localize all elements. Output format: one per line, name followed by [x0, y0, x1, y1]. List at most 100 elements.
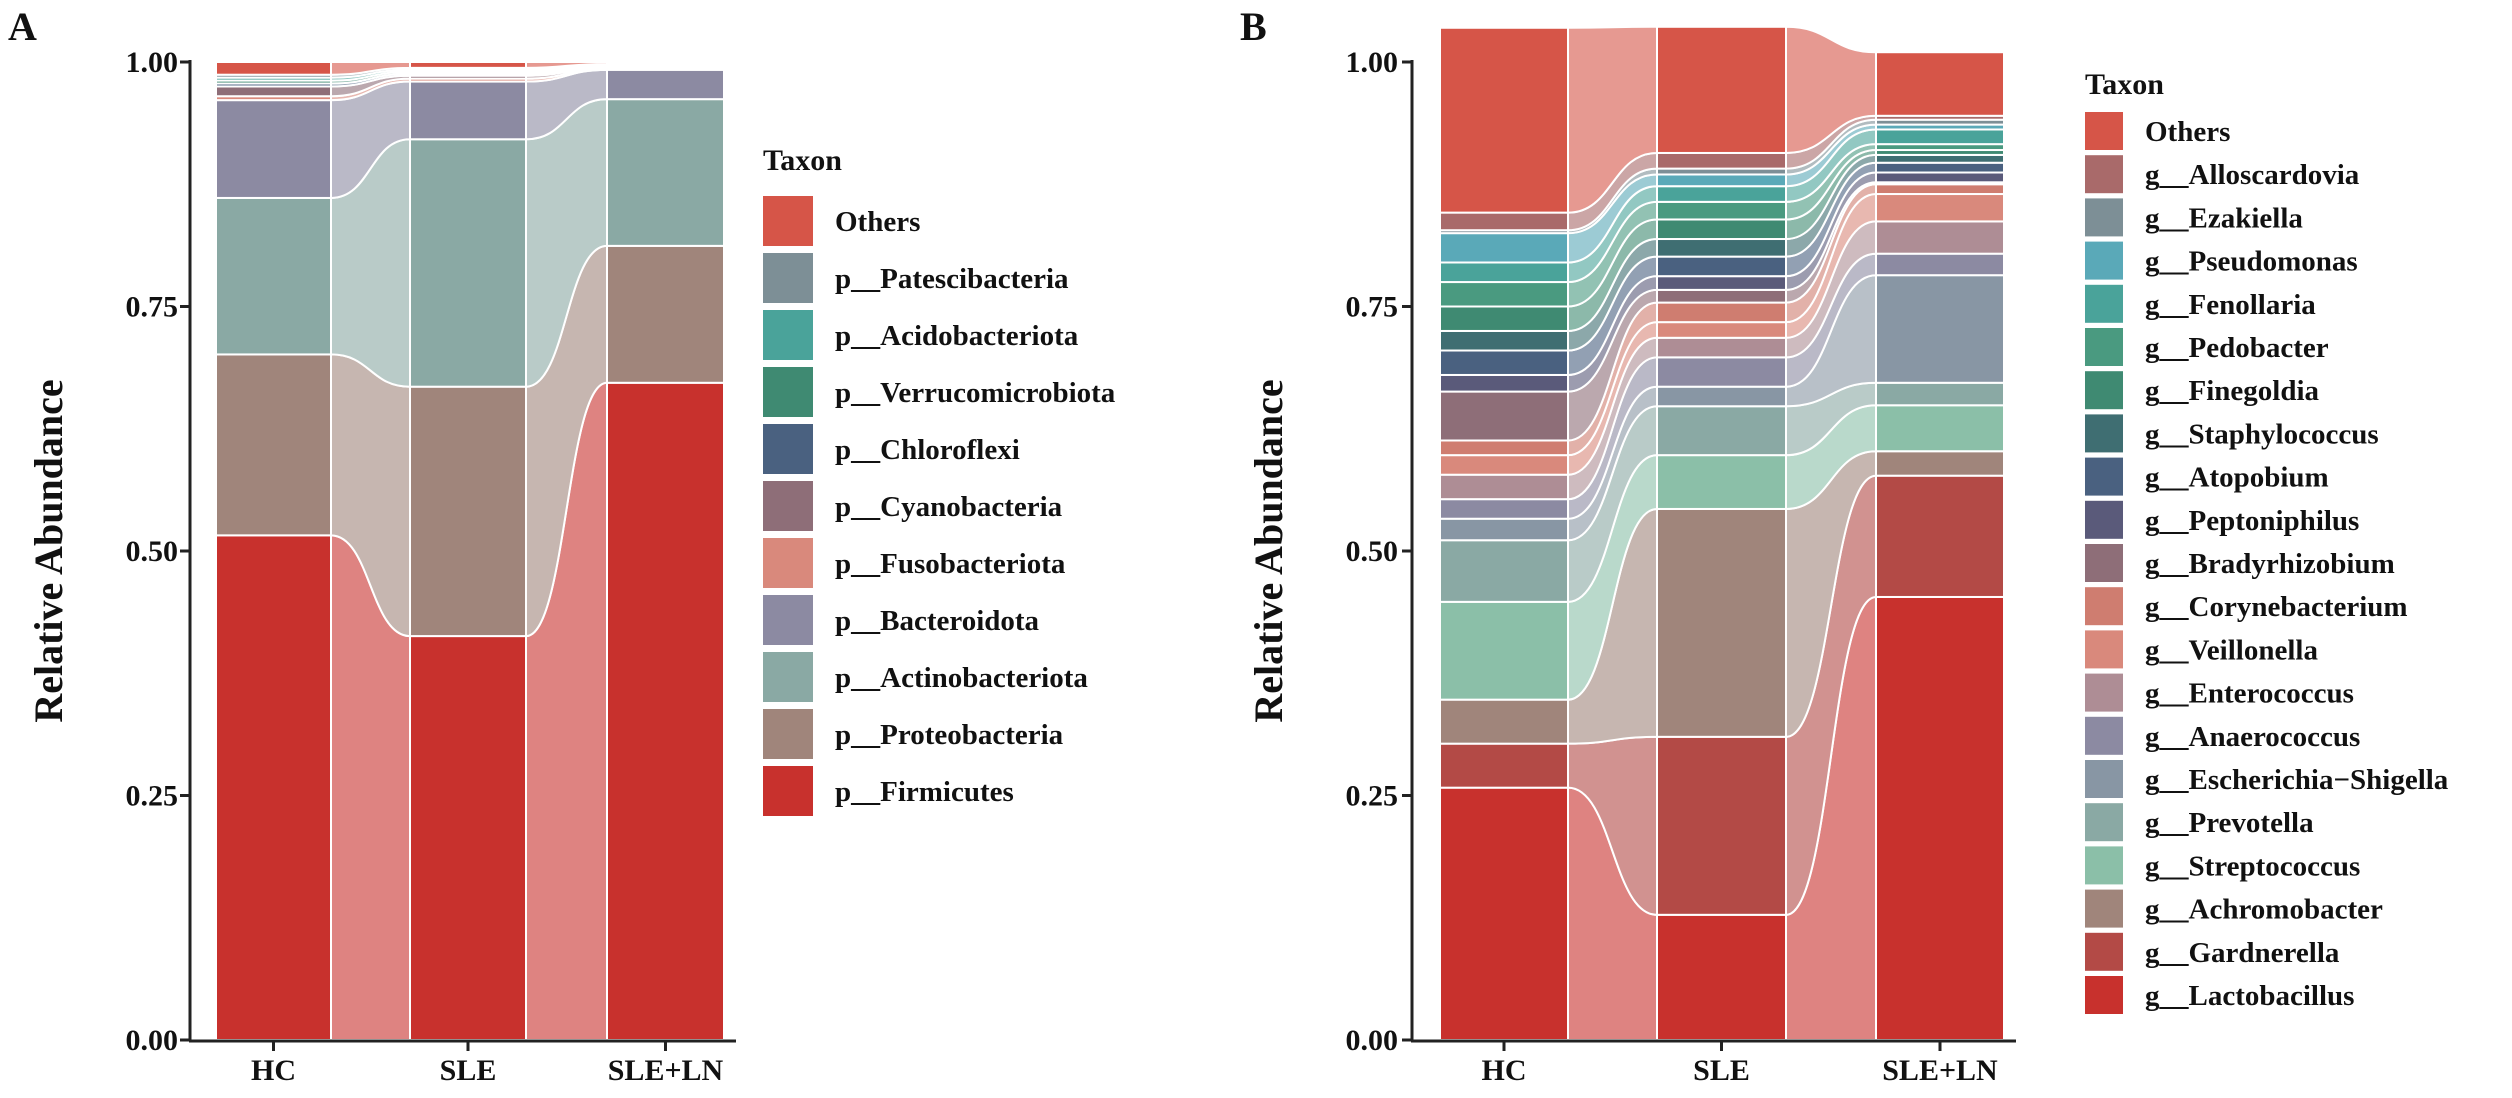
bar-segment-hc-g-achromobacter — [1439, 698, 1569, 745]
legend-swatch — [763, 652, 813, 702]
bar-segment-sle-ln-p-bacteroidota — [606, 68, 725, 101]
panel-a: A Relative Abundance 0.00 0.25 0.50 0.75 1.00 H… — [8, 4, 1116, 1087]
bar-segment-hc-p-proteobacteria — [215, 353, 332, 537]
flows — [330, 60, 608, 1041]
legend-swatch — [2085, 846, 2123, 885]
legend-label: p__Acidobacteriota — [835, 320, 1079, 352]
legend-label: p__Fusobacteriota — [835, 548, 1066, 580]
bar-segment-sle-ln-g-peptoniphilus — [1875, 171, 2005, 184]
bar-segment-hc-p-cyanobacteria — [215, 85, 332, 98]
legend-label: g__Pseudomonas — [2145, 246, 2358, 278]
bar-segment-sle-g-pseudomonas — [1656, 173, 1787, 188]
y-tick-label: 0.50 — [1346, 535, 1399, 568]
y-tick-label: 0.50 — [126, 535, 179, 568]
bar-segment-hc-g-pseudomonas — [1439, 232, 1569, 264]
bar-segment-sle-ln-others — [1875, 51, 2005, 117]
legend-swatch — [2085, 673, 2123, 712]
bar-segment-hc-g-anaerococcus — [1439, 498, 1569, 520]
y-tick-label: 0.75 — [1346, 291, 1399, 324]
bar-segment-sle-ln-g-prevotella — [1875, 381, 2005, 407]
bars — [215, 61, 725, 1041]
x-category-label: HC — [251, 1054, 296, 1087]
legend-swatch — [2085, 112, 2123, 150]
legend-swatch — [2085, 932, 2123, 971]
bar-segment-sle-ln-g-achromobacter — [1875, 450, 2005, 477]
legend-label: g__Alloscardovia — [2145, 159, 2360, 191]
bar-segment-sle-g-escherichia-shigella — [1656, 385, 1787, 408]
bar-segment-hc-g-staphylococcus — [1439, 329, 1569, 352]
bar-segment-sle-p-bacteroidota — [409, 80, 527, 141]
y-tick-label: 0.25 — [126, 780, 179, 813]
bar-segment-sle-g-fenollaria — [1656, 185, 1787, 203]
legend-swatch — [2085, 371, 2123, 410]
legend-label: g__Peptoniphilus — [2145, 505, 2359, 537]
legend-swatch — [763, 595, 813, 645]
y-tick-label: 0.00 — [126, 1024, 179, 1057]
legend-label: g__Fenollaria — [2145, 289, 2316, 321]
legend-label: p__Chloroflexi — [835, 434, 1020, 466]
x-category-label: SLE+LN — [1882, 1054, 1998, 1087]
y-axis-title: Relative Abundance — [1246, 379, 1291, 722]
panel-letter: B — [1240, 4, 1267, 49]
y-tick-label: 1.00 — [1346, 46, 1399, 79]
legend-label: g__Staphylococcus — [2145, 418, 2379, 450]
legend-swatch — [2085, 976, 2123, 1014]
panel-letter: A — [8, 4, 37, 49]
legend-label: g__Ezakiella — [2145, 202, 2303, 234]
legend-swatch — [763, 196, 813, 246]
bar-segment-hc-p-firmicutes — [215, 534, 332, 1041]
bar-segment-sle-g-gardnerella — [1656, 735, 1787, 916]
bar-segment-sle-ln-g-enterococcus — [1875, 220, 2005, 255]
legend-label: g__Corynebacterium — [2145, 591, 2408, 623]
legend-swatch — [2085, 284, 2123, 323]
legend-title: Taxon — [2085, 68, 2164, 101]
legend-swatch — [763, 424, 813, 474]
legend-swatch — [2085, 155, 2123, 194]
bar-segment-sle-g-pedobacter — [1656, 200, 1787, 221]
legend-label: p__Bacteroidota — [835, 605, 1040, 637]
bar-segment-hc-g-fenollaria — [1439, 261, 1569, 284]
bar-segment-sle-g-achromobacter — [1656, 507, 1787, 738]
legend-swatch — [2085, 587, 2123, 626]
bar-segment-sle-g-veillonella — [1656, 321, 1787, 339]
bar-segment-sle-g-peptoniphilus — [1656, 275, 1787, 291]
bar-segment-sle-ln-g-veillonella — [1875, 193, 2005, 223]
legend-label: g__Pedobacter — [2145, 332, 2329, 364]
bar-segment-sle-ln-p-proteobacteria — [606, 244, 725, 384]
bar-segment-hc-g-veillonella — [1439, 454, 1569, 476]
x-category-label: SLE — [440, 1054, 497, 1087]
bar-segment-hc-g-enterococcus — [1439, 473, 1569, 501]
bar-segment-sle-p-actinobacteriota — [409, 138, 527, 388]
bar-segment-sle-ln-g-escherichia-shigella — [1875, 274, 2005, 384]
legend-swatch — [2085, 760, 2123, 798]
bar-segment-sle-g-anaerococcus — [1656, 356, 1787, 388]
legend-label: g__Gardnerella — [2145, 937, 2340, 969]
bar-segment-sle-ln-others — [606, 61, 725, 65]
x-category-label: SLE — [1693, 1054, 1750, 1087]
legend-swatch — [2085, 198, 2123, 237]
legend-title: Taxon — [763, 144, 842, 177]
legend-label: g__Achromobacter — [2145, 894, 2383, 926]
bar-segment-sle-g-enterococcus — [1656, 336, 1787, 359]
bar-segment-sle-g-staphylococcus — [1656, 238, 1787, 258]
legend-swatch — [2085, 241, 2123, 280]
legend-label: p__Actinobacteriota — [835, 662, 1088, 694]
bar-segment-hc-g-finegoldia — [1439, 305, 1569, 332]
bar-segment-sle-g-prevotella — [1656, 405, 1787, 457]
legend-swatch — [763, 766, 813, 816]
bar-segment-sle-p-firmicutes — [409, 635, 527, 1041]
bar-segment-hc-g-atopobium — [1439, 349, 1569, 376]
bar-segment-sle-g-streptococcus — [1656, 454, 1787, 510]
bar-segment-hc-g-gardnerella — [1439, 742, 1569, 789]
bar-segment-sle-g-lactobacillus — [1656, 913, 1787, 1041]
legend-label: p__Cyanobacteria — [835, 491, 1063, 523]
bar-segment-sle-ln-g-gardnerella — [1875, 474, 2005, 598]
legend-swatch — [2085, 328, 2123, 366]
legend-label: g__Prevotella — [2145, 807, 2314, 839]
bar-segment-sle-others — [1656, 25, 1787, 154]
y-tick-label: 0.75 — [126, 291, 179, 324]
bar-segment-sle-ln-g-fenollaria — [1875, 128, 2005, 146]
bar-segment-hc-g-prevotella — [1439, 539, 1569, 603]
legend-swatch — [763, 481, 813, 531]
bar-segment-hc-g-bradyrhizobium — [1439, 390, 1569, 442]
